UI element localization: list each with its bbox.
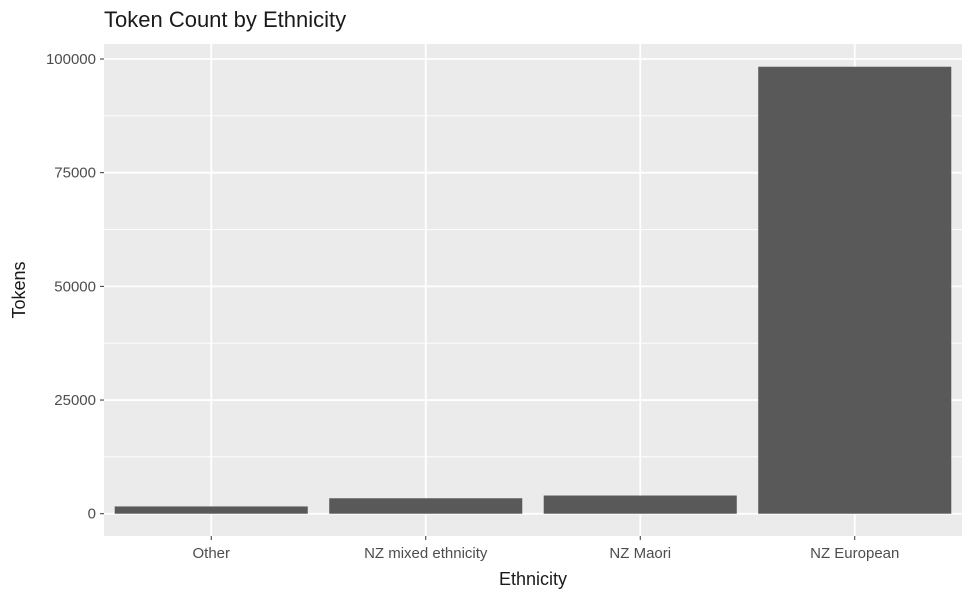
x-tick-label: Other (192, 545, 230, 562)
y-tick-label: 100000 (46, 51, 96, 68)
bar-nz-maori (543, 495, 737, 514)
x-tick-label: NZ mixed ethnicity (364, 545, 488, 562)
y-tick-label: 0 (88, 506, 96, 523)
x-tick-label: NZ European (810, 545, 899, 562)
y-axis: 0 25000 50000 75000 100000 (46, 51, 104, 523)
y-tick-label: 75000 (54, 165, 96, 182)
y-tick-label: 25000 (54, 392, 96, 409)
y-axis-title: Tokens (9, 261, 29, 318)
y-tick-label: 50000 (54, 278, 96, 295)
chart-title: Token Count by Ethnicity (104, 7, 346, 32)
x-axis-title: Ethnicity (499, 569, 567, 589)
x-axis: Other NZ mixed ethnicity NZ Maori NZ Europe… (192, 536, 899, 562)
bars (114, 66, 952, 514)
bar-other (114, 506, 308, 514)
bar-nz-european (758, 66, 952, 514)
bar-nz-mixed-ethnicity (329, 498, 523, 514)
x-tick-label: NZ Maori (609, 545, 671, 562)
